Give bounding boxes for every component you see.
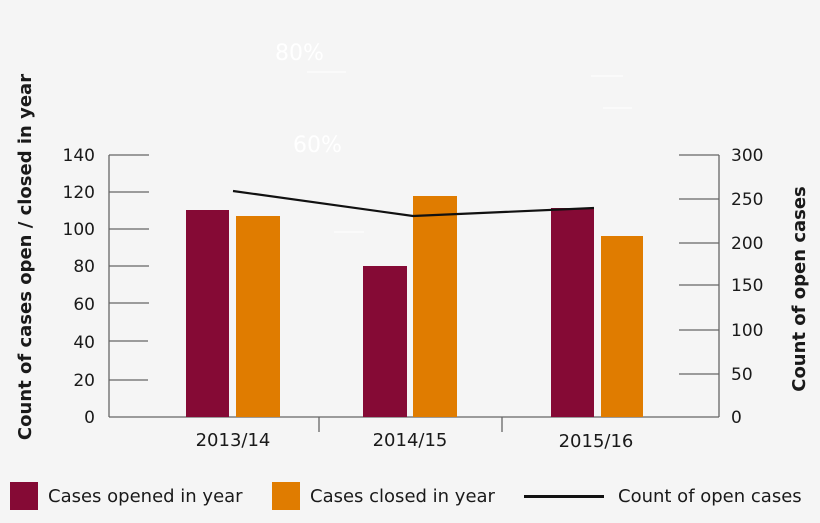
bar-closed-2015-16 xyxy=(601,236,643,417)
category-label: 2015/16 xyxy=(559,431,634,452)
left-tick-label: 80 xyxy=(73,257,95,277)
legend-item-opened: Cases opened in year xyxy=(10,478,243,514)
right-axis xyxy=(679,154,720,417)
legend-swatch-opened xyxy=(10,482,38,510)
left-tick-label: 60 xyxy=(73,295,95,315)
legend-swatch-closed xyxy=(272,482,300,510)
category-label: 2014/15 xyxy=(373,430,448,451)
bar-closed-2013-14 xyxy=(236,216,280,417)
bar-series-closed xyxy=(236,196,643,417)
left-tick-label: 0 xyxy=(84,408,95,428)
right-axis-title: Count of open cases xyxy=(789,186,810,392)
legend-line-swatch xyxy=(524,494,604,498)
bar-opened-2015-16 xyxy=(551,208,594,417)
category-labels: 2013/14 2014/15 2015/16 xyxy=(196,430,634,452)
legend: Cases opened in year Cases closed in yea… xyxy=(0,478,820,514)
left-tick-labels: 0 20 40 60 80 100 120 140 xyxy=(63,146,95,428)
legend-item-open-cases: Count of open cases xyxy=(524,478,802,514)
line-series-open-cases xyxy=(232,189,595,218)
left-tick-label: 140 xyxy=(63,146,95,166)
legend-label: Cases closed in year xyxy=(310,485,495,507)
legend-item-closed: Cases closed in year xyxy=(272,478,495,514)
bar-series-opened xyxy=(186,208,594,417)
left-axis-title: Count of cases open / closed in year xyxy=(15,74,36,440)
right-tick-label: 100 xyxy=(731,321,763,341)
left-tick-label: 120 xyxy=(63,183,95,203)
right-tick-label: 200 xyxy=(731,234,763,254)
left-tick-label: 40 xyxy=(73,333,95,353)
left-tick-label: 20 xyxy=(73,371,95,391)
right-tick-label: 250 xyxy=(731,190,763,210)
left-tick-label: 100 xyxy=(63,220,95,240)
right-tick-label: 0 xyxy=(731,408,742,428)
right-tick-label: 300 xyxy=(731,146,763,166)
left-axis xyxy=(108,154,149,417)
legend-label: Count of open cases xyxy=(618,485,802,507)
right-tick-label: 150 xyxy=(731,276,763,296)
bar-opened-2013-14 xyxy=(186,210,229,417)
bar-closed-2014-15 xyxy=(413,196,457,417)
bar-opened-2014-15 xyxy=(363,266,407,417)
ghost-label-80: 80% xyxy=(275,41,324,66)
right-tick-label: 50 xyxy=(731,365,753,385)
ghost-label-60: 60% xyxy=(293,133,342,158)
right-tick-labels: 0 50 100 150 200 250 300 xyxy=(731,146,763,428)
legend-label: Cases opened in year xyxy=(48,485,243,507)
category-label: 2013/14 xyxy=(196,430,271,451)
